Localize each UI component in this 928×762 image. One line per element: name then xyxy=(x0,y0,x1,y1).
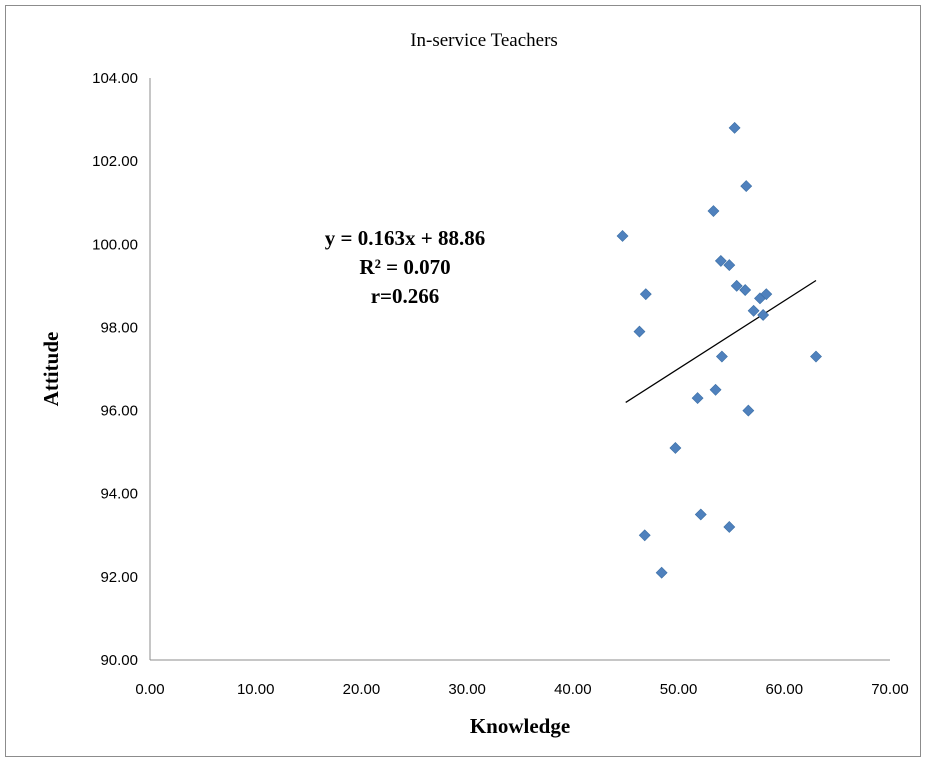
data-point xyxy=(633,325,646,338)
data-point xyxy=(728,121,741,134)
x-tick-label: 0.00 xyxy=(135,681,164,698)
y-tick-label: 92.00 xyxy=(100,569,138,586)
data-point xyxy=(742,404,755,417)
data-point xyxy=(740,180,753,193)
data-point xyxy=(639,288,652,301)
y-tick-label: 94.00 xyxy=(100,486,138,503)
x-tick-label: 30.00 xyxy=(448,681,486,698)
y-tick-labels: 90.00 92.00 94.00 96.00 98.00 100.00 102.00 104… xyxy=(92,70,138,669)
y-tick-label: 98.00 xyxy=(100,319,138,336)
data-points xyxy=(616,121,822,579)
x-tick-label: 10.00 xyxy=(237,681,275,698)
x-tick-label: 60.00 xyxy=(766,681,804,698)
data-point xyxy=(730,279,743,292)
correlation-label: r=0.266 xyxy=(371,284,440,308)
data-point xyxy=(655,566,668,579)
y-tick-label: 102.00 xyxy=(92,153,138,170)
y-tick-label: 90.00 xyxy=(100,652,138,669)
x-tick-label: 70.00 xyxy=(871,681,909,698)
data-point xyxy=(694,508,707,521)
y-tick-label: 104.00 xyxy=(92,70,138,87)
data-point xyxy=(709,383,722,396)
data-point xyxy=(707,205,720,217)
trendline-equation: y = 0.163x + 88.86 xyxy=(325,226,485,250)
data-point xyxy=(739,284,752,296)
x-tick-label: 50.00 xyxy=(660,681,698,698)
data-point xyxy=(760,288,773,301)
data-point xyxy=(669,442,682,454)
trendline-group xyxy=(625,279,817,404)
data-point xyxy=(715,350,728,363)
data-point xyxy=(714,254,727,267)
data-point xyxy=(723,259,736,271)
chart-title: In-service Teachers xyxy=(410,30,558,51)
data-point xyxy=(810,350,822,363)
y-tick-label: 100.00 xyxy=(92,236,138,253)
data-point xyxy=(616,230,629,242)
trendline xyxy=(625,279,817,404)
r-squared-label: R² = 0.070 xyxy=(359,255,450,279)
data-point xyxy=(747,304,760,317)
x-tick-labels: 0.00 10.00 20.00 30.00 40.00 50.00 60.00 70.00 xyxy=(135,681,908,698)
data-point xyxy=(691,392,704,405)
x-tick-label: 20.00 xyxy=(343,681,381,698)
x-axis-title: Knowledge xyxy=(470,714,570,738)
y-axis-title: Attitude xyxy=(39,332,63,407)
data-point xyxy=(723,521,736,533)
data-point xyxy=(638,529,651,542)
x-tick-label: 40.00 xyxy=(554,681,592,698)
data-point xyxy=(757,309,770,321)
y-tick-label: 96.00 xyxy=(100,403,138,420)
chart-frame xyxy=(5,5,921,757)
